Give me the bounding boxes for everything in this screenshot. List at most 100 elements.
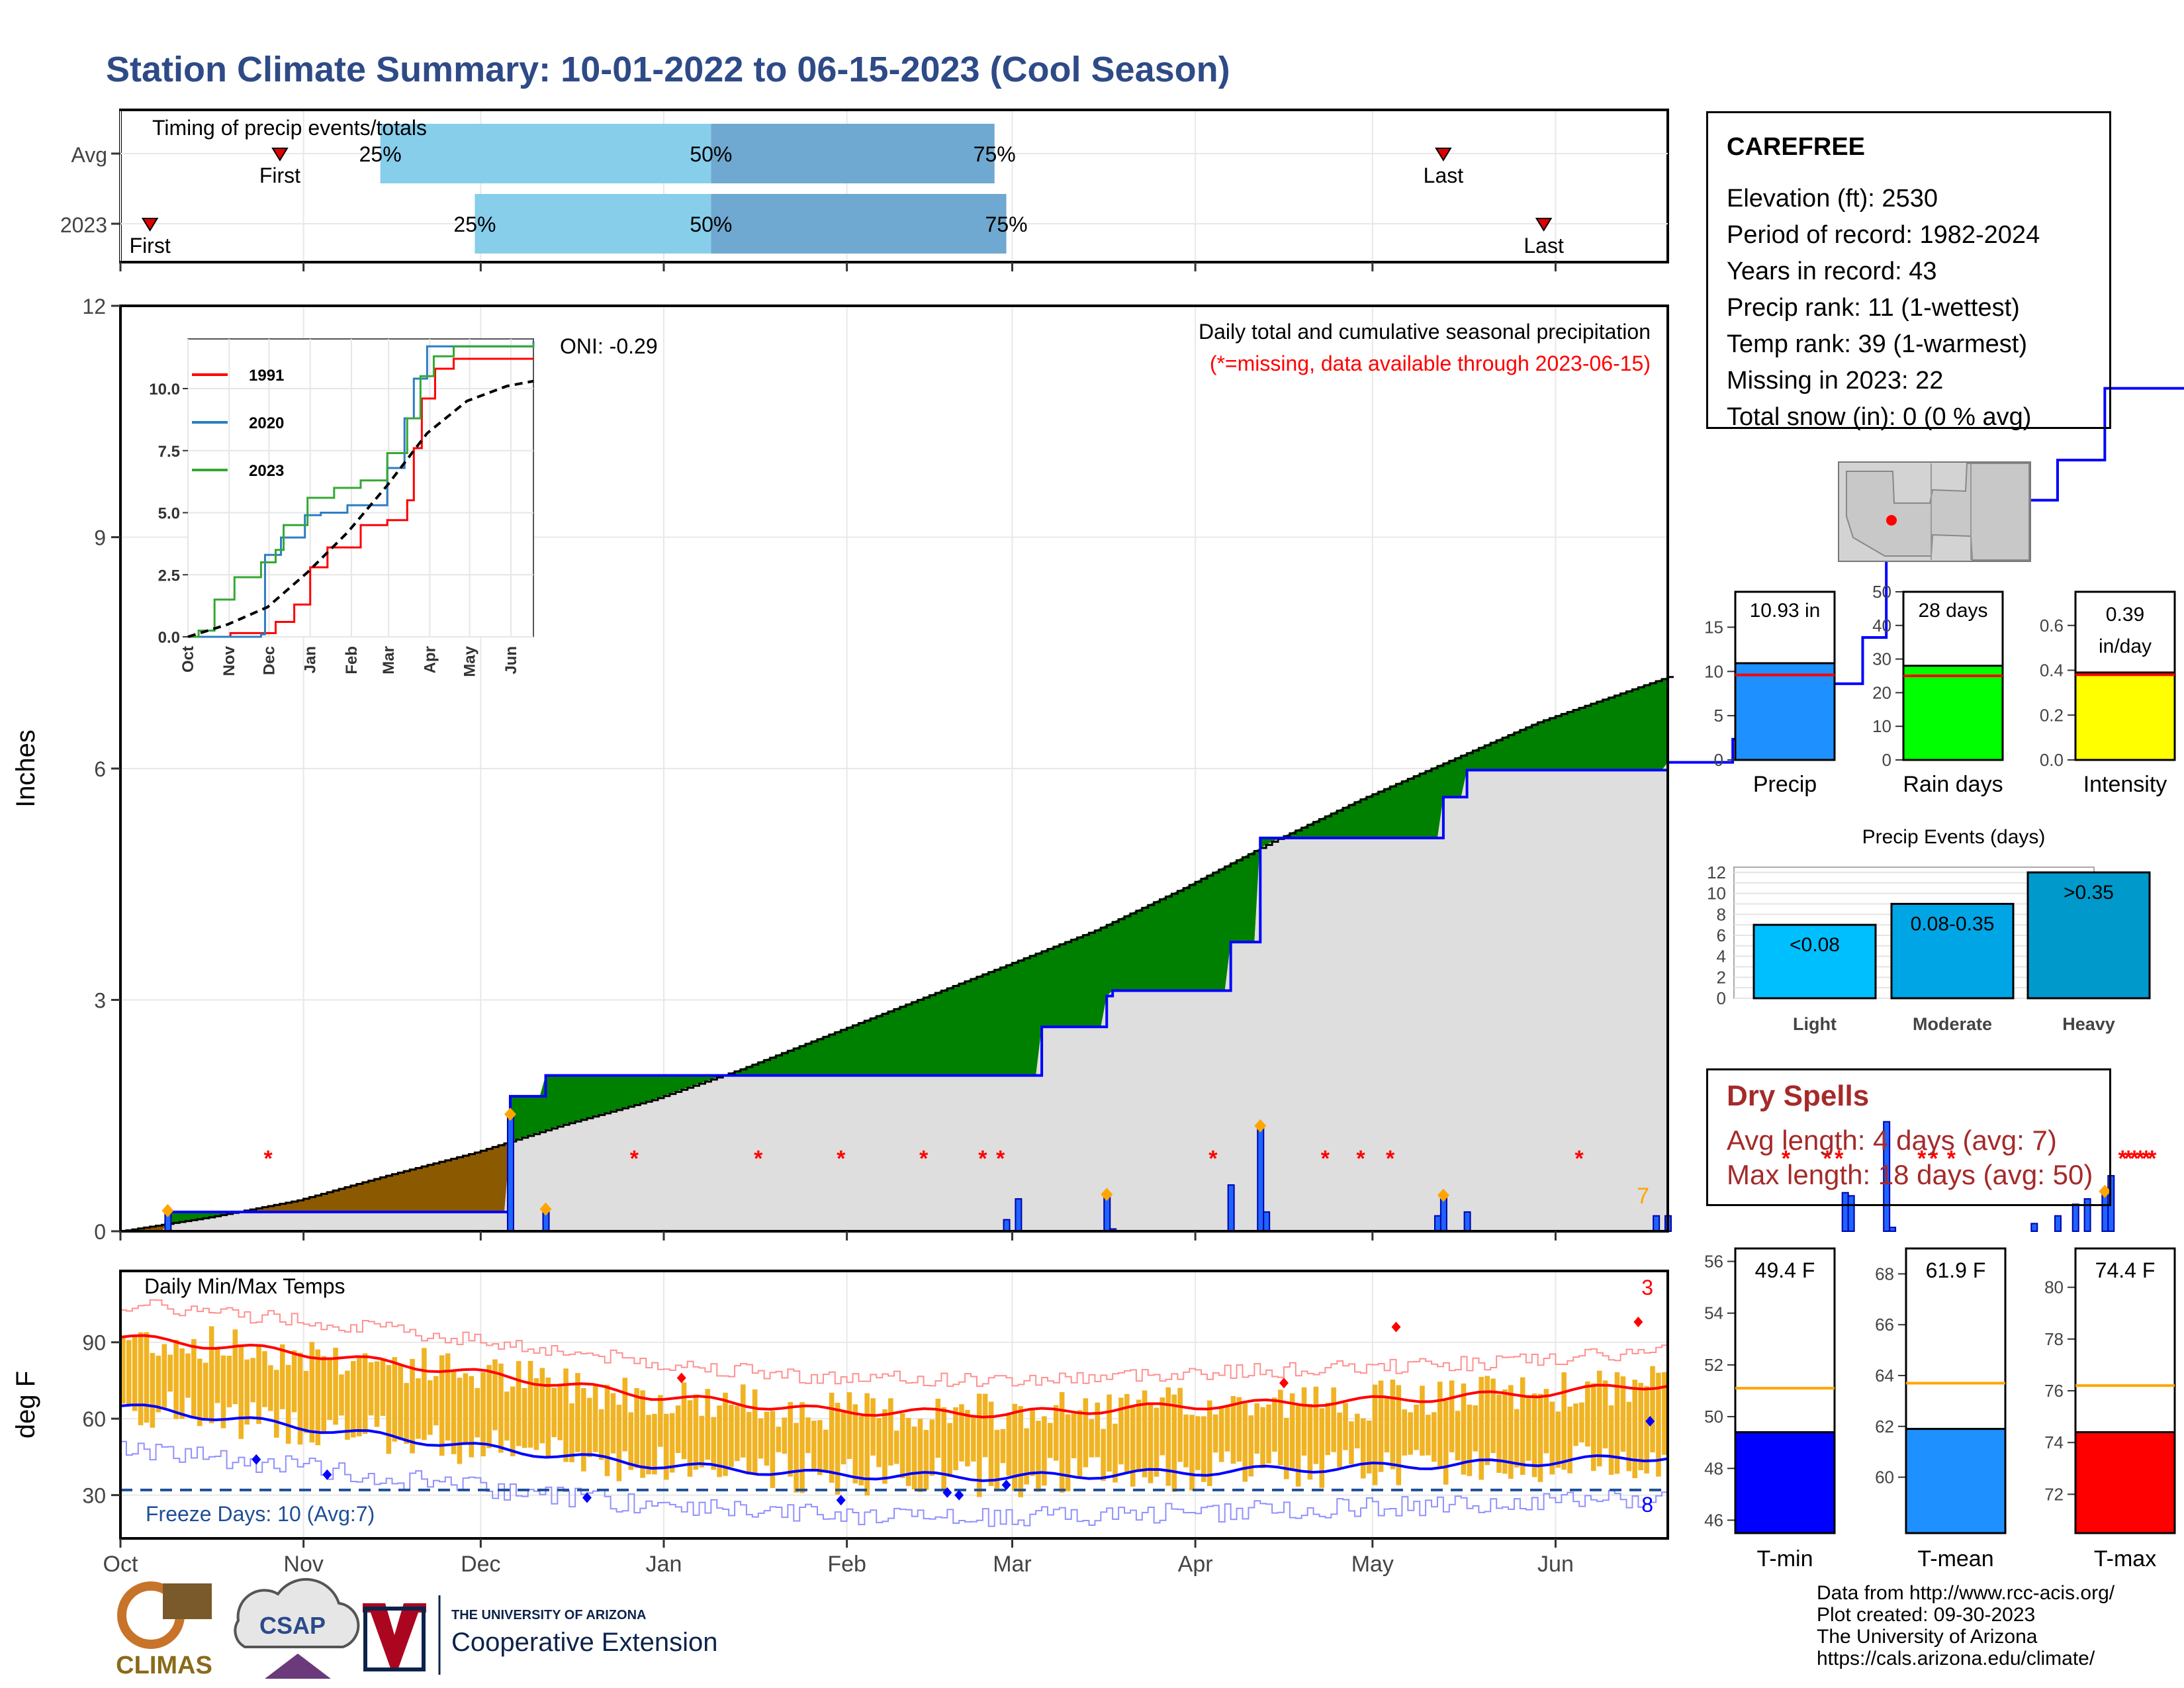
tempbar-ytick-label: 74	[2044, 1432, 2064, 1452]
missing-day-marker: *	[996, 1146, 1005, 1171]
daily-temp-bar	[374, 1361, 380, 1427]
timing-p50-label: 50%	[690, 212, 732, 236]
precip-ytick-label: 0	[94, 1220, 106, 1244]
daily-temp-bar	[268, 1365, 273, 1411]
month-tick-label: May	[1351, 1552, 1394, 1577]
max-event-marker	[539, 1202, 552, 1216]
daily-temp-bar	[1012, 1403, 1018, 1491]
max-event-marker	[1437, 1188, 1449, 1202]
daily-precip-bar	[1889, 1227, 1897, 1233]
daily-temp-bar	[1437, 1382, 1443, 1467]
summary-bar-label: Intensity	[2083, 772, 2167, 797]
precip-ytick-label: 9	[94, 526, 106, 550]
daily-temp-bar	[351, 1361, 356, 1438]
csap-cloud-icon	[234, 1577, 360, 1648]
month-tick-label: Oct	[103, 1552, 138, 1577]
month-tick-label: Feb	[827, 1552, 866, 1577]
daily-temp-bar	[1426, 1415, 1431, 1456]
timing-row-label: 2023	[60, 213, 107, 237]
daily-temp-bar	[1590, 1383, 1596, 1472]
daily-temp-bar	[1189, 1415, 1195, 1491]
daily-temp-bar	[1042, 1416, 1047, 1486]
daily-temp-bar	[1490, 1378, 1496, 1454]
daily-temp-bar	[475, 1387, 480, 1438]
timing-bar-50-75	[711, 124, 995, 183]
daily-temp-bar	[1201, 1416, 1206, 1482]
summary-bar-value: 28 days	[1918, 600, 1987, 622]
daily-temp-bar	[794, 1423, 799, 1493]
daily-temp-bar	[1349, 1421, 1354, 1465]
daily-temp-bar	[681, 1382, 687, 1460]
missing-day-marker: *	[1575, 1146, 1584, 1171]
temp-ytick-label: 90	[82, 1331, 106, 1355]
inset-legend-label: 1991	[249, 367, 284, 385]
daily-temp-bar	[1236, 1397, 1242, 1462]
month-tick-label: Jun	[1537, 1552, 1574, 1577]
daily-temp-bar	[1171, 1394, 1177, 1492]
daily-temp-bar	[1272, 1397, 1277, 1452]
summary-ytick-label: 10	[1872, 716, 1891, 736]
events-ytick-label: 12	[1707, 863, 1726, 882]
daily-temp-bar	[339, 1374, 344, 1416]
missing-day-marker: *	[837, 1146, 846, 1171]
daily-temp-bar	[699, 1415, 705, 1468]
daily-temp-bar	[1579, 1402, 1584, 1442]
record-low-marker	[1645, 1416, 1655, 1427]
summary-ytick-label: 0.4	[2040, 661, 2064, 680]
summary-ytick-label: 0	[1882, 750, 1891, 770]
summary-ytick-label: 50	[1872, 582, 1891, 602]
summary-bar-value: 10.93 in	[1750, 600, 1821, 622]
daily-temp-bar	[557, 1385, 563, 1440]
record-low-line	[120, 1440, 1668, 1527]
daily-temp-bar	[894, 1430, 899, 1464]
events-bar	[1890, 902, 2015, 1000]
daily-temp-bar	[1408, 1412, 1413, 1455]
daily-temp-bar	[156, 1356, 161, 1413]
daily-temp-bar	[1449, 1380, 1455, 1452]
daily-temp-bar	[1148, 1402, 1154, 1483]
max-event-marker	[161, 1203, 174, 1217]
missing-day-marker: *	[2124, 1146, 2133, 1171]
daily-temp-bar	[1206, 1400, 1212, 1486]
daily-temp-bar	[398, 1364, 403, 1440]
daily-temp-bar	[132, 1335, 138, 1411]
daily-temp-bar	[539, 1368, 545, 1444]
station-info-box: CAREFREE Elevation (ft): 2530 Period of …	[1706, 111, 2111, 431]
daily-temp-bar	[368, 1362, 374, 1416]
daily-temp-bar	[1525, 1397, 1531, 1461]
dry-spells-avg: Avg length: 4 days (avg: 7)	[1727, 1125, 2057, 1156]
daily-precip-bar	[1103, 1195, 1111, 1233]
daily-temp-bar	[929, 1419, 935, 1476]
daily-temp-bar	[492, 1359, 498, 1430]
inset-xtick-label: May	[461, 645, 479, 677]
daily-temp-bar	[422, 1348, 427, 1440]
summary-bar-value: 0.39	[2106, 604, 2144, 626]
daily-temp-bar	[735, 1405, 740, 1462]
daily-temp-bar	[663, 1413, 669, 1480]
daily-temp-bar	[1030, 1410, 1035, 1476]
daily-temp-bar	[799, 1402, 805, 1493]
summary-ytick-label: 0.0	[2040, 750, 2064, 770]
temp-panel-title: Daily Min/Max Temps	[144, 1274, 345, 1298]
daily-temp-bar	[380, 1360, 386, 1416]
month-tick-label: Dec	[461, 1552, 500, 1577]
daily-temp-bar	[1024, 1428, 1029, 1485]
daily-temp-bar	[480, 1372, 486, 1456]
events-ytick-label: 8	[1717, 904, 1726, 924]
daily-temp-bar	[291, 1350, 297, 1413]
avg-temp-line	[120, 1403, 1668, 1482]
missing-day-marker: *	[2148, 1146, 2157, 1171]
record-high-marker	[1391, 1321, 1401, 1333]
record-low-marker	[582, 1492, 592, 1503]
daily-temp-bar	[262, 1351, 267, 1407]
daily-temp-bar	[504, 1391, 510, 1441]
daily-precip-bar	[1227, 1184, 1235, 1232]
inset-xtick-label: Jan	[302, 646, 320, 673]
daily-temp-bar	[1230, 1395, 1236, 1464]
daily-temp-bar	[386, 1365, 392, 1454]
station-info-line: Precip rank: 11 (1-wettest)	[1727, 294, 2020, 322]
daily-precip-bar	[1257, 1126, 1265, 1232]
daily-temp-bar	[770, 1411, 776, 1488]
summary-bar-frame	[1734, 590, 1836, 761]
daily-precip-bar	[506, 1115, 514, 1232]
